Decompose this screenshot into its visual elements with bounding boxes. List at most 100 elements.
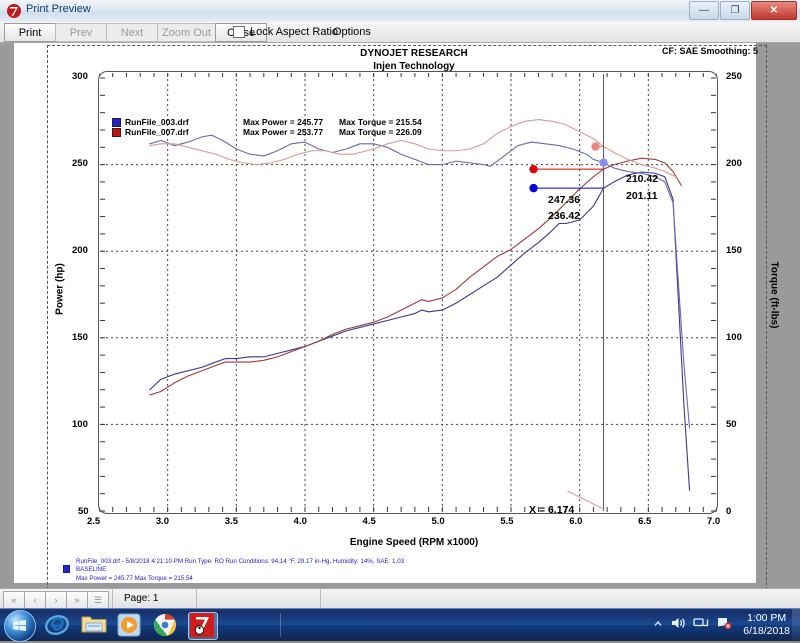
x-tick-label: 6.0 bbox=[569, 516, 583, 527]
prev-page-button[interactable]: Prev bbox=[55, 23, 107, 42]
x-tick-label: 2.5 bbox=[87, 516, 101, 527]
show-desktop-button[interactable] bbox=[792, 609, 800, 641]
legend-swatch-icon bbox=[112, 127, 121, 137]
taskbar-windows-media-player[interactable] bbox=[116, 612, 144, 638]
run-info-0-line3: Max Power = 245.77 Max Torque = 215.54 bbox=[76, 574, 193, 582]
checkbox-icon bbox=[233, 25, 245, 38]
taskbar-divider bbox=[280, 613, 281, 637]
y-tick-label-left: 50 bbox=[78, 506, 89, 517]
legend-file-1: RunFile_007.drf bbox=[125, 127, 189, 137]
y-tick-label-left: 150 bbox=[72, 332, 88, 343]
clock-date: 6/18/2018 bbox=[743, 625, 790, 637]
windows-taskbar: 1:00 PM 6/18/2018 bbox=[0, 608, 800, 642]
annotation-power-blue: 236.42 bbox=[548, 210, 581, 222]
x-tick-label: 7.0 bbox=[707, 516, 721, 527]
annotation-power-red: 247.36 bbox=[548, 194, 581, 206]
y-axis-label-left: Power (hp) bbox=[54, 263, 66, 315]
page-indicator: Page: 1 bbox=[124, 593, 159, 604]
first-page-button[interactable]: « bbox=[3, 591, 25, 609]
lock-aspect-ratio-label: Lock Aspect Ratio bbox=[250, 25, 339, 38]
annotation-torque-blue: 201.11 bbox=[626, 190, 658, 202]
x-tick-label: 5.5 bbox=[500, 516, 514, 527]
print-preview-window: Print Preview — ❐ ✕ Print Prev Next Zoom… bbox=[0, 0, 800, 609]
y-tick-label-right: 150 bbox=[726, 245, 742, 256]
run-info-0-line1: RunFile_003.drf - 5/8/2018 4:21:10 PM Ru… bbox=[76, 558, 405, 565]
options-button[interactable]: Options bbox=[333, 25, 371, 38]
print-margin-guide bbox=[47, 45, 767, 588]
legend-swatch-icon bbox=[112, 117, 121, 127]
page-setup-button[interactable]: ☰ bbox=[87, 591, 109, 609]
annotation-torque-red: 210.42 bbox=[626, 173, 659, 185]
system-tray: 1:00 PM 6/18/2018 bbox=[653, 609, 796, 641]
minimize-button[interactable]: — bbox=[689, 1, 719, 20]
x-axis-label: Engine Speed (RPM x1000) bbox=[349, 537, 479, 548]
volume-icon[interactable] bbox=[670, 616, 686, 635]
legend-torque-0: Max Torque = 215.54 bbox=[339, 117, 422, 127]
run-info-0-line2: BASELINE bbox=[76, 566, 107, 574]
start-button[interactable] bbox=[4, 610, 36, 642]
taskbar-google-chrome[interactable] bbox=[152, 612, 180, 638]
chart-title: DYNOJET RESEARCH bbox=[360, 48, 468, 59]
close-window-button[interactable]: ✕ bbox=[751, 1, 797, 20]
x-tick-label: 5.0 bbox=[431, 516, 445, 527]
plot-area bbox=[98, 71, 718, 514]
y-tick-label-right: 100 bbox=[726, 332, 742, 343]
preview-page: DYNOJET RESEARCH Injen Technology CF: SA… bbox=[14, 43, 780, 588]
windows-logo-icon bbox=[12, 618, 27, 633]
x-tick-label: 3.0 bbox=[155, 516, 170, 527]
x-cursor-label: X = 6.174 bbox=[529, 504, 575, 516]
y-tick-label-left: 200 bbox=[72, 245, 88, 256]
window-path-ghost bbox=[110, 4, 113, 15]
lock-aspect-ratio-checkbox[interactable]: Lock Aspect Ratio bbox=[233, 24, 338, 39]
legend-power-0: Max Power = 245.77 bbox=[243, 117, 324, 127]
x-tick-label: 6.5 bbox=[638, 516, 652, 527]
zoom-out-button[interactable]: Zoom Out bbox=[157, 23, 216, 42]
y-tick-label-right: 200 bbox=[726, 158, 742, 169]
clock-time: 1:00 PM bbox=[747, 612, 787, 624]
nav-separator bbox=[320, 589, 321, 609]
taskbar-internet-explorer[interactable] bbox=[44, 612, 72, 638]
taskbar-windows-explorer[interactable] bbox=[80, 612, 108, 638]
taskbar-dynojet-app[interactable] bbox=[188, 612, 218, 640]
x-tick-label: 4.0 bbox=[293, 516, 307, 527]
y-tick-label-left: 300 bbox=[72, 71, 88, 82]
preview-toolbar: Print Prev Next Zoom Out Close Lock Aspe… bbox=[0, 22, 800, 43]
prev-page-nav-button[interactable]: ‹ bbox=[24, 591, 46, 609]
legend-torque-1: Max Torque = 226.09 bbox=[339, 127, 422, 137]
preview-area[interactable]: DYNOJET RESEARCH Injen Technology CF: SA… bbox=[0, 43, 800, 588]
legend-item-0: RunFile_003.drf Max Power = 245.77 Max T… bbox=[112, 117, 422, 127]
print-button[interactable]: Print bbox=[4, 23, 56, 42]
window-title: Print Preview bbox=[26, 3, 91, 15]
action-center-flag-icon[interactable] bbox=[716, 616, 732, 635]
chart-legend: RunFile_003.drf Max Power = 245.77 Max T… bbox=[112, 117, 422, 137]
clock[interactable]: 1:00 PM 6/18/2018 bbox=[743, 612, 790, 638]
next-page-nav-button[interactable]: › bbox=[45, 591, 67, 609]
y-tick-label-left: 250 bbox=[72, 158, 88, 169]
legend-file-0: RunFile_003.drf bbox=[125, 117, 189, 127]
correction-factor-note: CF: SAE Smoothing: 5 bbox=[662, 46, 758, 56]
y-tick-label-left: 100 bbox=[72, 419, 88, 430]
chart-subtitle: Injen Technology bbox=[373, 61, 455, 72]
y-tick-label-right: 250 bbox=[726, 71, 742, 82]
app-icon bbox=[6, 3, 22, 19]
network-icon[interactable] bbox=[693, 616, 709, 635]
legend-item-1: RunFile_007.drf Max Power = 253.77 Max T… bbox=[112, 127, 422, 137]
run-info-0: RunFile_003.drf - 5/8/2018 4:21:10 PM Ru… bbox=[76, 558, 404, 583]
legend-power-1: Max Power = 253.77 bbox=[243, 127, 324, 137]
last-page-button[interactable]: » bbox=[66, 591, 88, 609]
next-page-button[interactable]: Next bbox=[106, 23, 158, 42]
show-hidden-icons-icon[interactable] bbox=[653, 616, 663, 634]
y-tick-label-right: 50 bbox=[726, 419, 737, 430]
title-bar: Print Preview — ❐ ✕ bbox=[0, 0, 800, 23]
window-controls: — ❐ ✕ bbox=[689, 1, 797, 20]
plot-canvas bbox=[99, 73, 717, 512]
x-tick-label: 3.5 bbox=[224, 516, 238, 527]
page-nav-bar: « ‹ › » ☰ Page: 1 bbox=[0, 588, 800, 609]
restore-button[interactable]: ❐ bbox=[720, 1, 750, 20]
x-tick-label: 4.5 bbox=[362, 516, 376, 527]
y-tick-label-right: 0 bbox=[726, 506, 732, 517]
dyno-chart: DYNOJET RESEARCH Injen Technology CF: SA… bbox=[14, 43, 800, 588]
nav-separator bbox=[112, 589, 113, 609]
run-swatch-0-icon bbox=[62, 560, 71, 574]
y-axis-label-right: Torque (ft-lbs) bbox=[768, 261, 780, 329]
